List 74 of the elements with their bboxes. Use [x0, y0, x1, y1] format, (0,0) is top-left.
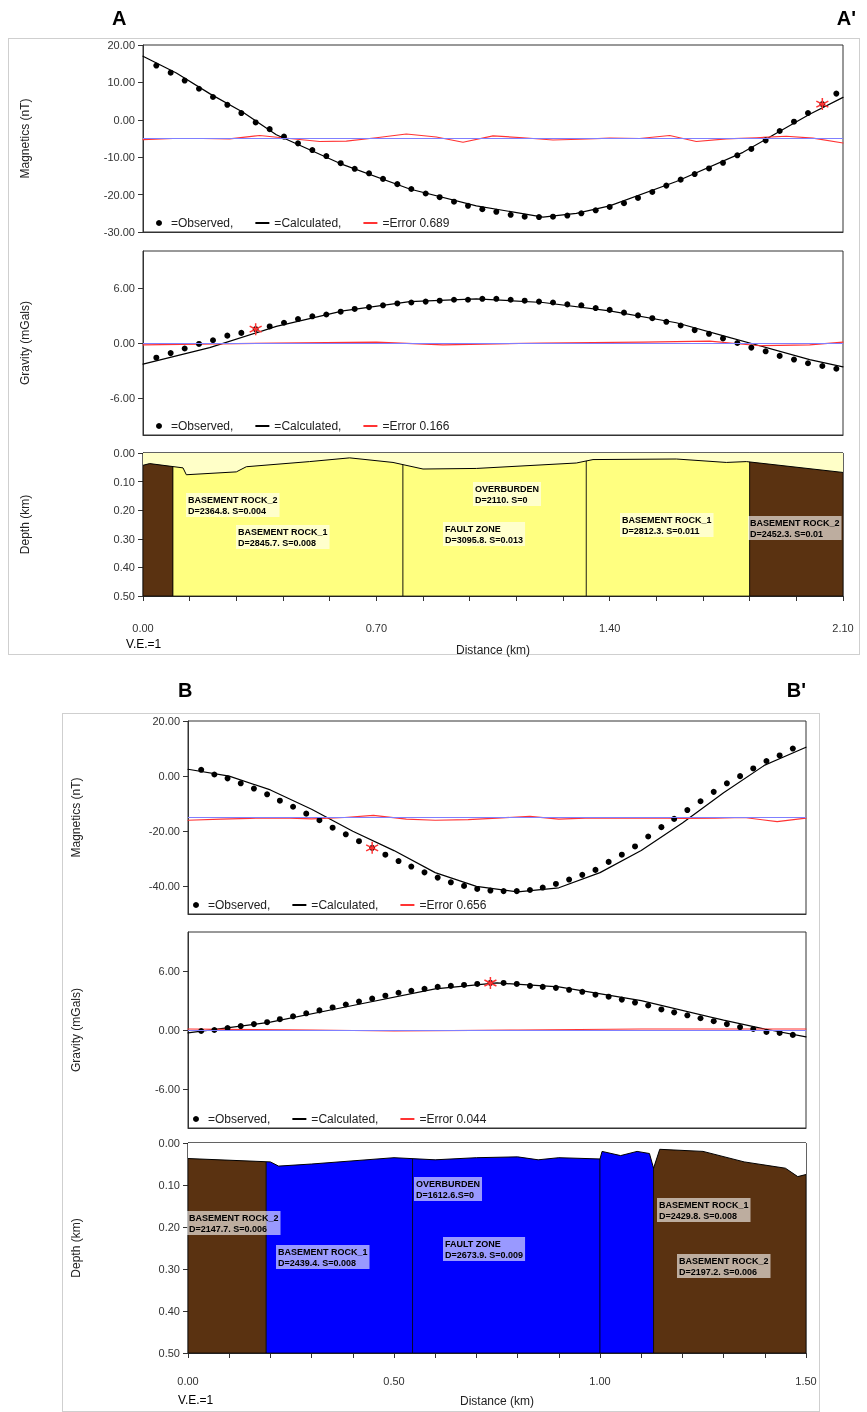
y-axis-title: Magnetics (nT)	[69, 777, 83, 858]
x-tick-label: 1.40	[598, 621, 621, 634]
y-tick-label: 0.30	[158, 1263, 180, 1275]
y-axis-title: Gravity (mGals)	[69, 988, 83, 1072]
y-tick-label: 0.20	[113, 504, 135, 517]
legend-label: =Error 0.689	[382, 216, 450, 230]
annotation: BASEMENT ROCK_2 D=2147.7. S=0.006	[189, 1212, 279, 1234]
annotation: BASEMENT ROCK_1 D=2439.4. S=0.008	[278, 1246, 368, 1268]
annotation: BASEMENT ROCK_1 D=2429.8. S=0.008	[659, 1199, 749, 1221]
legend-label: =Calculated,	[274, 216, 342, 230]
y-tick-label: 20.00	[107, 39, 135, 51]
legend-label: =Calculated,	[311, 898, 379, 912]
y-tick-label: 0.30	[113, 532, 135, 545]
annotation: BASEMENT ROCK_2 D=2452.3. S=0.01	[750, 517, 840, 539]
x-axis-title: Distance (km)	[459, 1394, 535, 1408]
y-tick-label: 0.00	[158, 1024, 180, 1036]
x-tick-label: 1.00	[589, 1374, 611, 1387]
y-tick-label: 0.00	[158, 1137, 180, 1149]
x-tick-label: 2.10	[832, 621, 854, 634]
y-axis-title: Depth (km)	[18, 494, 32, 555]
y-tick-label: 0.00	[113, 337, 135, 349]
y-tick-label: 0.20	[158, 1221, 180, 1233]
annotation: BASEMENT ROCK_1 D=2845.7. S=0.008	[238, 526, 328, 548]
y-tick-label: 0.00	[113, 447, 135, 459]
y-tick-label: 20.00	[152, 715, 180, 727]
text: V.E.=1	[126, 637, 162, 651]
annotation: BASEMENT ROCK_2 D=2197.2. S=0.006	[679, 1255, 769, 1277]
x-tick-label: 0.70	[365, 621, 388, 634]
x-tick-label: 0.00	[177, 1374, 199, 1387]
y-axis-title: Magnetics (nT)	[18, 98, 32, 179]
y-axis-title: Depth (km)	[69, 1218, 83, 1278]
y-tick-label: -6.00	[109, 392, 135, 405]
legend-label: =Observed,	[171, 419, 234, 433]
legend-label: =Calculated,	[311, 1112, 379, 1126]
legend-label: =Error 0.166	[382, 419, 450, 433]
annotation: OVERBURDEN D=1612.6.S=0	[416, 1178, 481, 1200]
text: B	[178, 679, 193, 701]
y-tick-label: -6.00	[154, 1082, 180, 1095]
y-tick-label: -20.00	[148, 825, 180, 838]
annotation: BASEMENT ROCK_1 D=2812.3. S=0.011	[622, 514, 712, 536]
legend-label: =Observed,	[208, 1112, 271, 1126]
annotation: FAULT ZONE D=2673.9. S=0.009	[445, 1238, 524, 1260]
y-tick-label: 0.50	[113, 590, 135, 602]
legend-label: =Observed,	[208, 898, 271, 912]
y-tick-label: -40.00	[148, 880, 180, 893]
y-tick-label: 0.40	[158, 1305, 180, 1317]
annotation: BASEMENT ROCK_2 D=2364.8. S=0.004	[188, 494, 278, 516]
text: B'	[786, 679, 806, 701]
annotation: FAULT ZONE D=3095.8. S=0.013	[445, 523, 524, 545]
x-tick-label: 1.50	[795, 1374, 817, 1387]
text: A'	[836, 7, 856, 29]
x-tick-label: 0.50	[383, 1374, 405, 1387]
y-tick-label: 6.00	[113, 281, 135, 294]
y-tick-label: 6.00	[158, 965, 180, 978]
y-tick-label: 0.10	[113, 475, 135, 488]
annotation: OVERBURDEN D=2110. S=0	[475, 483, 540, 505]
y-tick-label: -20.00	[103, 188, 135, 201]
y-tick-label: 0.00	[158, 770, 180, 783]
x-axis-title: Distance (km)	[455, 643, 531, 657]
legend-label: =Error 0.044	[419, 1112, 487, 1126]
legend-label: =Calculated,	[274, 419, 342, 433]
legend-label: =Observed,	[171, 216, 234, 230]
legend-label: =Error 0.656	[419, 898, 487, 912]
y-axis-title: Gravity (mGals)	[18, 301, 32, 385]
y-tick-label: 0.40	[113, 561, 135, 574]
y-tick-label: -30.00	[103, 226, 135, 238]
text: A	[112, 7, 127, 29]
y-tick-label: -10.00	[103, 151, 135, 164]
y-tick-label: 0.10	[158, 1179, 180, 1191]
y-tick-label: 0.50	[158, 1347, 180, 1359]
x-tick-label: 0.00	[132, 621, 154, 634]
y-tick-label: 0.00	[113, 113, 135, 126]
y-tick-label: 10.00	[107, 76, 135, 89]
text: V.E.=1	[178, 1393, 214, 1407]
